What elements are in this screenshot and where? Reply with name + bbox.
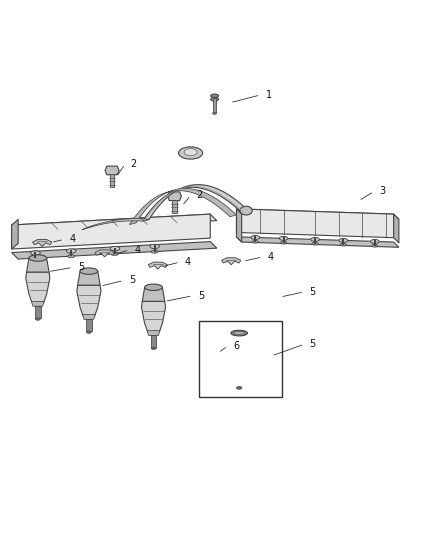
Ellipse shape: [68, 255, 75, 258]
Text: 4: 4: [135, 245, 141, 255]
Polygon shape: [32, 239, 52, 246]
Ellipse shape: [211, 98, 219, 101]
Polygon shape: [27, 258, 49, 272]
Polygon shape: [148, 262, 167, 269]
Polygon shape: [141, 301, 166, 337]
Text: 2: 2: [196, 190, 202, 200]
Bar: [172, 200, 177, 213]
Polygon shape: [130, 189, 237, 224]
Bar: [213, 99, 216, 112]
Text: 5: 5: [309, 287, 316, 297]
Ellipse shape: [184, 149, 197, 156]
Ellipse shape: [372, 245, 378, 247]
Polygon shape: [237, 237, 399, 247]
Bar: [35, 306, 41, 318]
Ellipse shape: [35, 318, 40, 320]
Polygon shape: [394, 214, 399, 243]
Polygon shape: [143, 184, 250, 221]
Ellipse shape: [339, 238, 348, 243]
Text: 2: 2: [131, 159, 137, 169]
Ellipse shape: [232, 332, 247, 337]
Text: 5: 5: [198, 291, 204, 301]
Polygon shape: [237, 209, 399, 220]
Ellipse shape: [86, 331, 91, 333]
Polygon shape: [12, 214, 217, 231]
Ellipse shape: [340, 244, 346, 246]
Ellipse shape: [31, 251, 40, 255]
Text: 5: 5: [129, 276, 135, 286]
Ellipse shape: [231, 330, 247, 336]
Polygon shape: [82, 219, 149, 230]
Text: 6: 6: [233, 341, 239, 351]
Text: 1: 1: [266, 90, 272, 100]
Ellipse shape: [212, 112, 217, 115]
Ellipse shape: [240, 206, 252, 215]
Ellipse shape: [281, 241, 287, 244]
Polygon shape: [167, 192, 181, 200]
Text: 4: 4: [268, 252, 274, 262]
Ellipse shape: [233, 332, 245, 335]
Ellipse shape: [311, 238, 319, 241]
Ellipse shape: [110, 246, 120, 251]
Text: 4: 4: [69, 235, 75, 245]
Bar: [86, 319, 92, 332]
Polygon shape: [222, 258, 241, 265]
Ellipse shape: [237, 386, 242, 389]
Ellipse shape: [371, 239, 379, 244]
Polygon shape: [77, 285, 101, 321]
Polygon shape: [233, 373, 245, 377]
Text: 5: 5: [309, 339, 316, 349]
Ellipse shape: [111, 252, 118, 255]
Polygon shape: [237, 209, 242, 242]
Polygon shape: [12, 241, 217, 259]
Polygon shape: [12, 220, 18, 249]
Polygon shape: [26, 272, 50, 308]
Polygon shape: [237, 209, 394, 238]
Bar: [110, 174, 114, 187]
Polygon shape: [230, 335, 249, 347]
Polygon shape: [12, 214, 210, 249]
Ellipse shape: [29, 255, 46, 261]
Text: 3: 3: [379, 187, 385, 196]
Ellipse shape: [145, 284, 162, 290]
Polygon shape: [147, 330, 160, 335]
Ellipse shape: [67, 249, 76, 253]
Bar: [151, 335, 156, 348]
Ellipse shape: [251, 236, 260, 239]
Ellipse shape: [150, 244, 159, 248]
Bar: [199, 321, 283, 398]
Polygon shape: [95, 250, 114, 257]
Polygon shape: [78, 271, 100, 285]
Polygon shape: [142, 287, 165, 301]
Ellipse shape: [80, 268, 98, 274]
Text: 5: 5: [78, 262, 84, 272]
Text: 4: 4: [185, 257, 191, 267]
Bar: [237, 377, 242, 387]
Ellipse shape: [252, 240, 258, 243]
Ellipse shape: [279, 237, 288, 240]
Ellipse shape: [211, 94, 219, 98]
Polygon shape: [32, 301, 44, 306]
Ellipse shape: [312, 243, 318, 245]
Polygon shape: [229, 347, 250, 378]
Polygon shape: [105, 166, 119, 175]
Ellipse shape: [151, 250, 158, 253]
Ellipse shape: [32, 257, 39, 260]
Ellipse shape: [179, 147, 203, 159]
Ellipse shape: [237, 387, 241, 389]
Ellipse shape: [151, 347, 156, 350]
Polygon shape: [82, 314, 95, 319]
